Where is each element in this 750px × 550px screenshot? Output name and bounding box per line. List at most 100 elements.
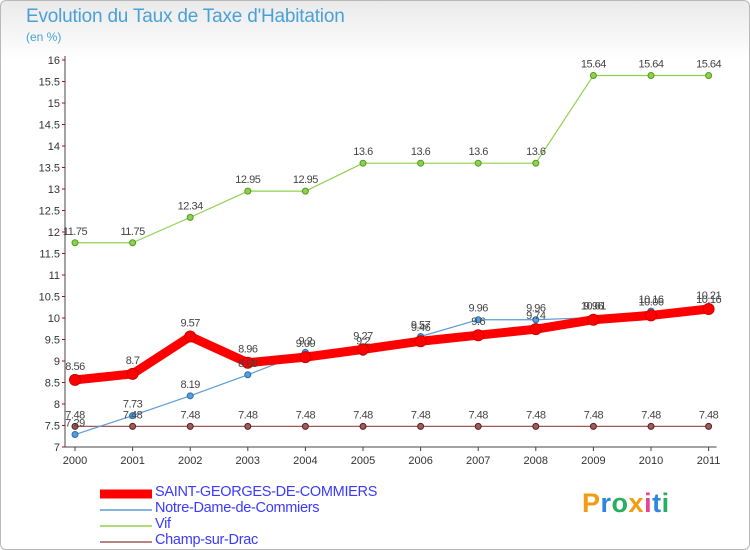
data-label-champ-sur-drac: 7.48 (353, 409, 373, 421)
data-label-champ-sur-drac: 7.48 (238, 409, 258, 421)
data-label-vif: 15.64 (581, 58, 606, 70)
y-tick-label: 9.5 (45, 335, 60, 347)
legend-swatch-champ-sur-drac (100, 541, 152, 543)
legend-label-saint-georges: SAINT-GEORGES-DE-COMMIERS (155, 484, 378, 500)
logo-letter: t (652, 488, 662, 518)
x-tick-label: 2001 (120, 455, 144, 467)
chart-title: Evolution du Taux de Taxe d'Habitation (26, 6, 345, 27)
logo-letter: i (644, 488, 653, 518)
data-label-notre-dame: 9.2 (356, 335, 370, 347)
data-label-saint-georges: 10.21 (696, 290, 721, 302)
point-vif (647, 71, 655, 79)
series-champ-sur-drac (71, 422, 713, 430)
y-tick-label: 15.5 (39, 77, 60, 89)
y-tick-label: 12 (48, 227, 60, 239)
series-line-notre-dame (74, 310, 710, 436)
series-notre-dame (71, 307, 713, 439)
data-label-champ-sur-drac: 7.48 (296, 409, 316, 421)
point-saint-georges (184, 330, 197, 343)
y-tick-label: 7 (54, 442, 60, 454)
data-label-saint-georges: 8.56 (65, 361, 85, 373)
legend-item-champ-sur-drac: Champ-sur-Drac (100, 532, 430, 550)
point-saint-georges (357, 343, 369, 356)
y-tick-label: 7.5 (45, 421, 60, 433)
point-saint-georges (587, 313, 600, 326)
data-label-champ-sur-drac: 7.48 (526, 409, 546, 421)
point-champ-sur-drac (532, 422, 540, 430)
point-champ-sur-drac (129, 422, 137, 430)
point-saint-georges (241, 356, 254, 369)
point-vif (589, 71, 597, 79)
data-label-saint-georges: 9.96 (584, 301, 604, 313)
y-tick-label: 10.5 (39, 292, 60, 304)
axes: 7 7.5 8 8.5 9 9.5 10 10.5 11 11.5 12 12.5 13 13.5 14 14… (39, 55, 721, 467)
series-vif (71, 71, 713, 247)
x-tick-label: 2000 (63, 455, 87, 467)
proxiti-logo: Proxiti (582, 488, 670, 519)
data-label-champ-sur-drac: 7.48 (180, 409, 200, 421)
y-tick-label: 16 (48, 55, 60, 67)
logo-letter: o (611, 488, 629, 518)
series-saint-georges (69, 302, 715, 386)
y-tick-label: 10 (48, 313, 60, 325)
y-tick-label: 11 (49, 270, 60, 282)
x-tick-label: 2008 (524, 455, 548, 467)
data-label-notre-dame: 9.57 (411, 319, 431, 331)
point-champ-sur-drac (417, 422, 425, 430)
point-champ-sur-drac (474, 422, 482, 430)
x-tick-label: 2007 (466, 455, 490, 467)
point-champ-sur-drac (589, 422, 597, 430)
x-tick-label: 2006 (408, 455, 432, 467)
point-champ-sur-drac (705, 422, 713, 430)
point-champ-sur-drac (244, 422, 252, 430)
point-vif (129, 239, 137, 247)
data-label-saint-georges: 9.74 (526, 310, 546, 322)
point-champ-sur-drac (301, 422, 309, 430)
data-label-notre-dame: 9.2 (299, 335, 313, 347)
data-label-saint-georges: 9.46 (411, 322, 431, 334)
point-notre-dame (244, 371, 252, 379)
y-tick-label: 8.5 (45, 378, 60, 390)
x-tick-label: 2009 (581, 455, 605, 467)
legend-swatch-vif (100, 525, 152, 527)
point-saint-georges (472, 329, 485, 342)
point-vif (705, 71, 713, 79)
point-champ-sur-drac (71, 422, 79, 430)
x-tick-label: 2010 (639, 455, 663, 467)
data-label-notre-dame: 7.73 (123, 399, 143, 411)
x-tick-label: 2004 (293, 455, 317, 467)
point-champ-sur-drac (359, 422, 367, 430)
legend-item-notre-dame: Notre-Dame-de-Commiers (100, 500, 430, 518)
data-label-vif: 11.75 (120, 226, 145, 238)
point-saint-georges (702, 302, 715, 315)
point-notre-dame (71, 431, 79, 439)
data-label-notre-dame: 10.16 (638, 294, 663, 306)
y-tick-label: 14.5 (39, 120, 60, 132)
y-tick-label: 15 (48, 98, 60, 110)
data-label-notre-dame: 8.68 (238, 358, 258, 370)
data-label-vif: 13.6 (353, 146, 373, 158)
legend-swatch-saint-georges (100, 489, 152, 499)
data-label-vif: 12.95 (293, 174, 318, 186)
data-label-saint-georges: 9.27 (353, 330, 373, 342)
data-label-champ-sur-drac: 7.48 (699, 409, 719, 421)
data-label-saint-georges: 10.06 (638, 296, 663, 308)
data-label-vif: 15.64 (696, 58, 721, 70)
point-champ-sur-drac (186, 422, 194, 430)
data-label-saint-georges: 8.96 (238, 344, 258, 356)
logo-letter: r (600, 488, 612, 518)
x-tick-label: 2011 (697, 455, 721, 467)
legend-swatch-notre-dame (100, 509, 152, 511)
legend-label-notre-dame: Notre-Dame-de-Commiers (155, 500, 320, 516)
point-saint-georges (69, 373, 81, 386)
x-tick-label: 2002 (178, 455, 202, 467)
chart-subtitle: (en %) (26, 30, 62, 44)
y-tick-label: 11.5 (39, 249, 60, 261)
data-label-vif: 13.6 (526, 146, 546, 158)
data-label-saint-georges: 9.6 (471, 316, 485, 328)
y-tick-label: 12.5 (39, 206, 60, 218)
y-tick-label: 13.5 (39, 163, 60, 175)
data-label-saint-georges: 8.7 (126, 355, 140, 367)
data-label-champ-sur-drac: 7.48 (411, 409, 431, 421)
